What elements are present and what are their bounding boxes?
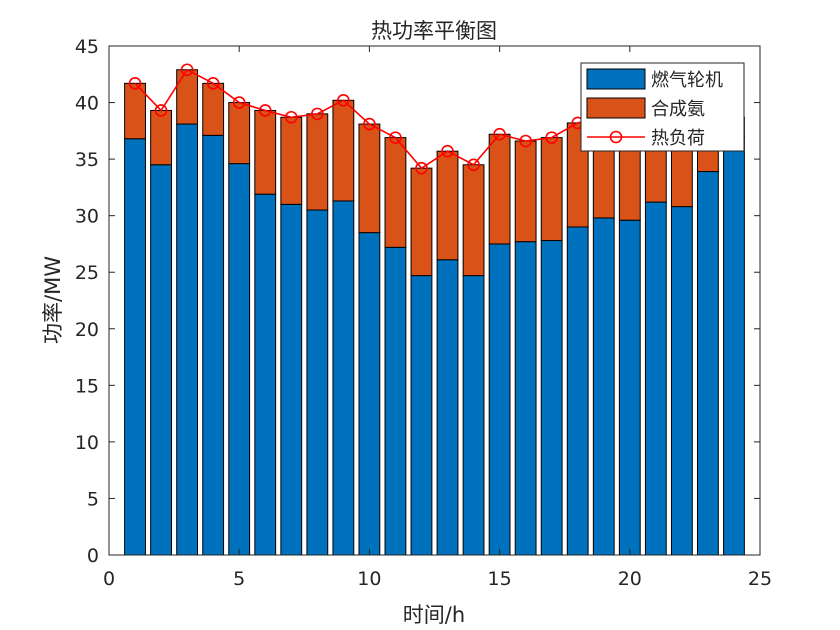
legend-swatch-1 [586,97,646,119]
heat-load-point-13 [441,144,454,158]
bar-ammonia-7 [280,116,303,205]
y-tick-label-10: 10 [75,432,99,454]
bar-ammonia-2 [150,109,172,166]
x-tick-label-5: 5 [233,568,245,590]
x-tick-label-15: 15 [488,568,512,590]
bar-gas-turbine-24 [723,135,745,556]
heat-load-point-12 [415,161,428,175]
bar-gas-turbine-22 [670,206,693,556]
bar-ammonia-3 [176,69,199,125]
bar-gas-turbine-5 [228,163,251,556]
bar-gas-turbine-15 [488,243,511,556]
bar-ammonia-14 [462,164,485,277]
legend-label-1: 合成氨 [651,99,705,120]
bar-ammonia-11 [384,137,407,248]
heat-load-point-1 [128,77,142,90]
bar-gas-turbine-6 [254,193,277,556]
y-tick-label-15: 15 [75,375,99,397]
x-tick-label-0: 0 [103,568,115,590]
bar-gas-turbine-8 [306,209,329,556]
heat-load-point-6 [258,104,272,117]
legend-marker-swatch [609,130,623,144]
heat-load-point-2 [154,104,168,117]
bar-gas-turbine-23 [697,171,719,556]
legend-label-2: 热负荷 [651,128,705,149]
bar-gas-turbine-7 [280,203,303,556]
heat-load-point-5 [232,96,246,109]
heat-load-point-9 [337,93,350,107]
x-tick-label-10: 10 [357,568,381,590]
bar-gas-turbine-3 [176,123,199,556]
bar-ammonia-12 [410,167,433,277]
x-tick-label-20: 20 [618,568,642,590]
legend-swatch-0 [586,68,646,90]
bar-ammonia-1 [124,82,146,140]
y-axis-title: 功率/MW [41,256,65,344]
x-tick-label-25: 25 [748,568,772,590]
bar-gas-turbine-9 [332,200,355,556]
bar-gas-turbine-17 [540,240,563,556]
bar-gas-turbine-4 [202,134,225,556]
bar-gas-turbine-20 [618,219,641,556]
bar-gas-turbine-12 [410,275,433,556]
bar-ammonia-13 [436,150,459,261]
bar-ammonia-17 [540,137,563,242]
bar-gas-turbine-1 [124,138,146,556]
y-tick-label-20: 20 [75,319,99,341]
x-axis-title: 时间/h [403,603,465,627]
heat-load-point-16 [519,134,532,148]
y-tick-label-35: 35 [75,149,99,171]
bar-ammonia-8 [306,113,329,211]
bar-ammonia-4 [202,82,225,136]
bar-gas-turbine-16 [514,241,537,556]
bar-gas-turbine-14 [462,275,485,556]
bar-gas-turbine-11 [384,246,407,556]
y-tick-label-25: 25 [75,262,99,284]
bar-ammonia-16 [514,140,537,243]
bar-ammonia-10 [358,123,381,234]
y-tick-label-45: 45 [75,36,99,58]
plot-area-frame [108,45,761,556]
chart-title: 热功率平衡图 [371,19,497,43]
bar-ammonia-15 [488,133,511,245]
y-tick-label-0: 0 [87,545,99,567]
y-tick-label-30: 30 [75,206,99,228]
heat-load-point-15 [493,127,506,141]
bar-gas-turbine-18 [566,226,589,556]
heat-load-point-10 [363,117,376,131]
y-tick-label-5: 5 [87,488,99,510]
bar-gas-turbine-2 [150,164,172,556]
heat-load-point-4 [206,77,220,90]
heat-load-point-14 [467,158,480,172]
heat-load-point-11 [389,131,402,144]
heat-load-point-7 [284,110,298,124]
heat-load-point-3 [180,63,194,77]
bar-ammonia-6 [254,109,277,195]
bar-gas-turbine-21 [644,201,667,556]
heat-load-point-8 [311,107,324,121]
bar-ammonia-9 [332,99,355,202]
legend-label-0: 燃气轮机 [651,70,723,91]
y-tick-label-40: 40 [75,93,99,115]
bar-gas-turbine-19 [592,217,615,556]
bar-ammonia-5 [228,102,251,165]
heat-load-point-17 [545,131,558,144]
bar-gas-turbine-10 [358,232,381,556]
bar-gas-turbine-13 [436,259,459,556]
